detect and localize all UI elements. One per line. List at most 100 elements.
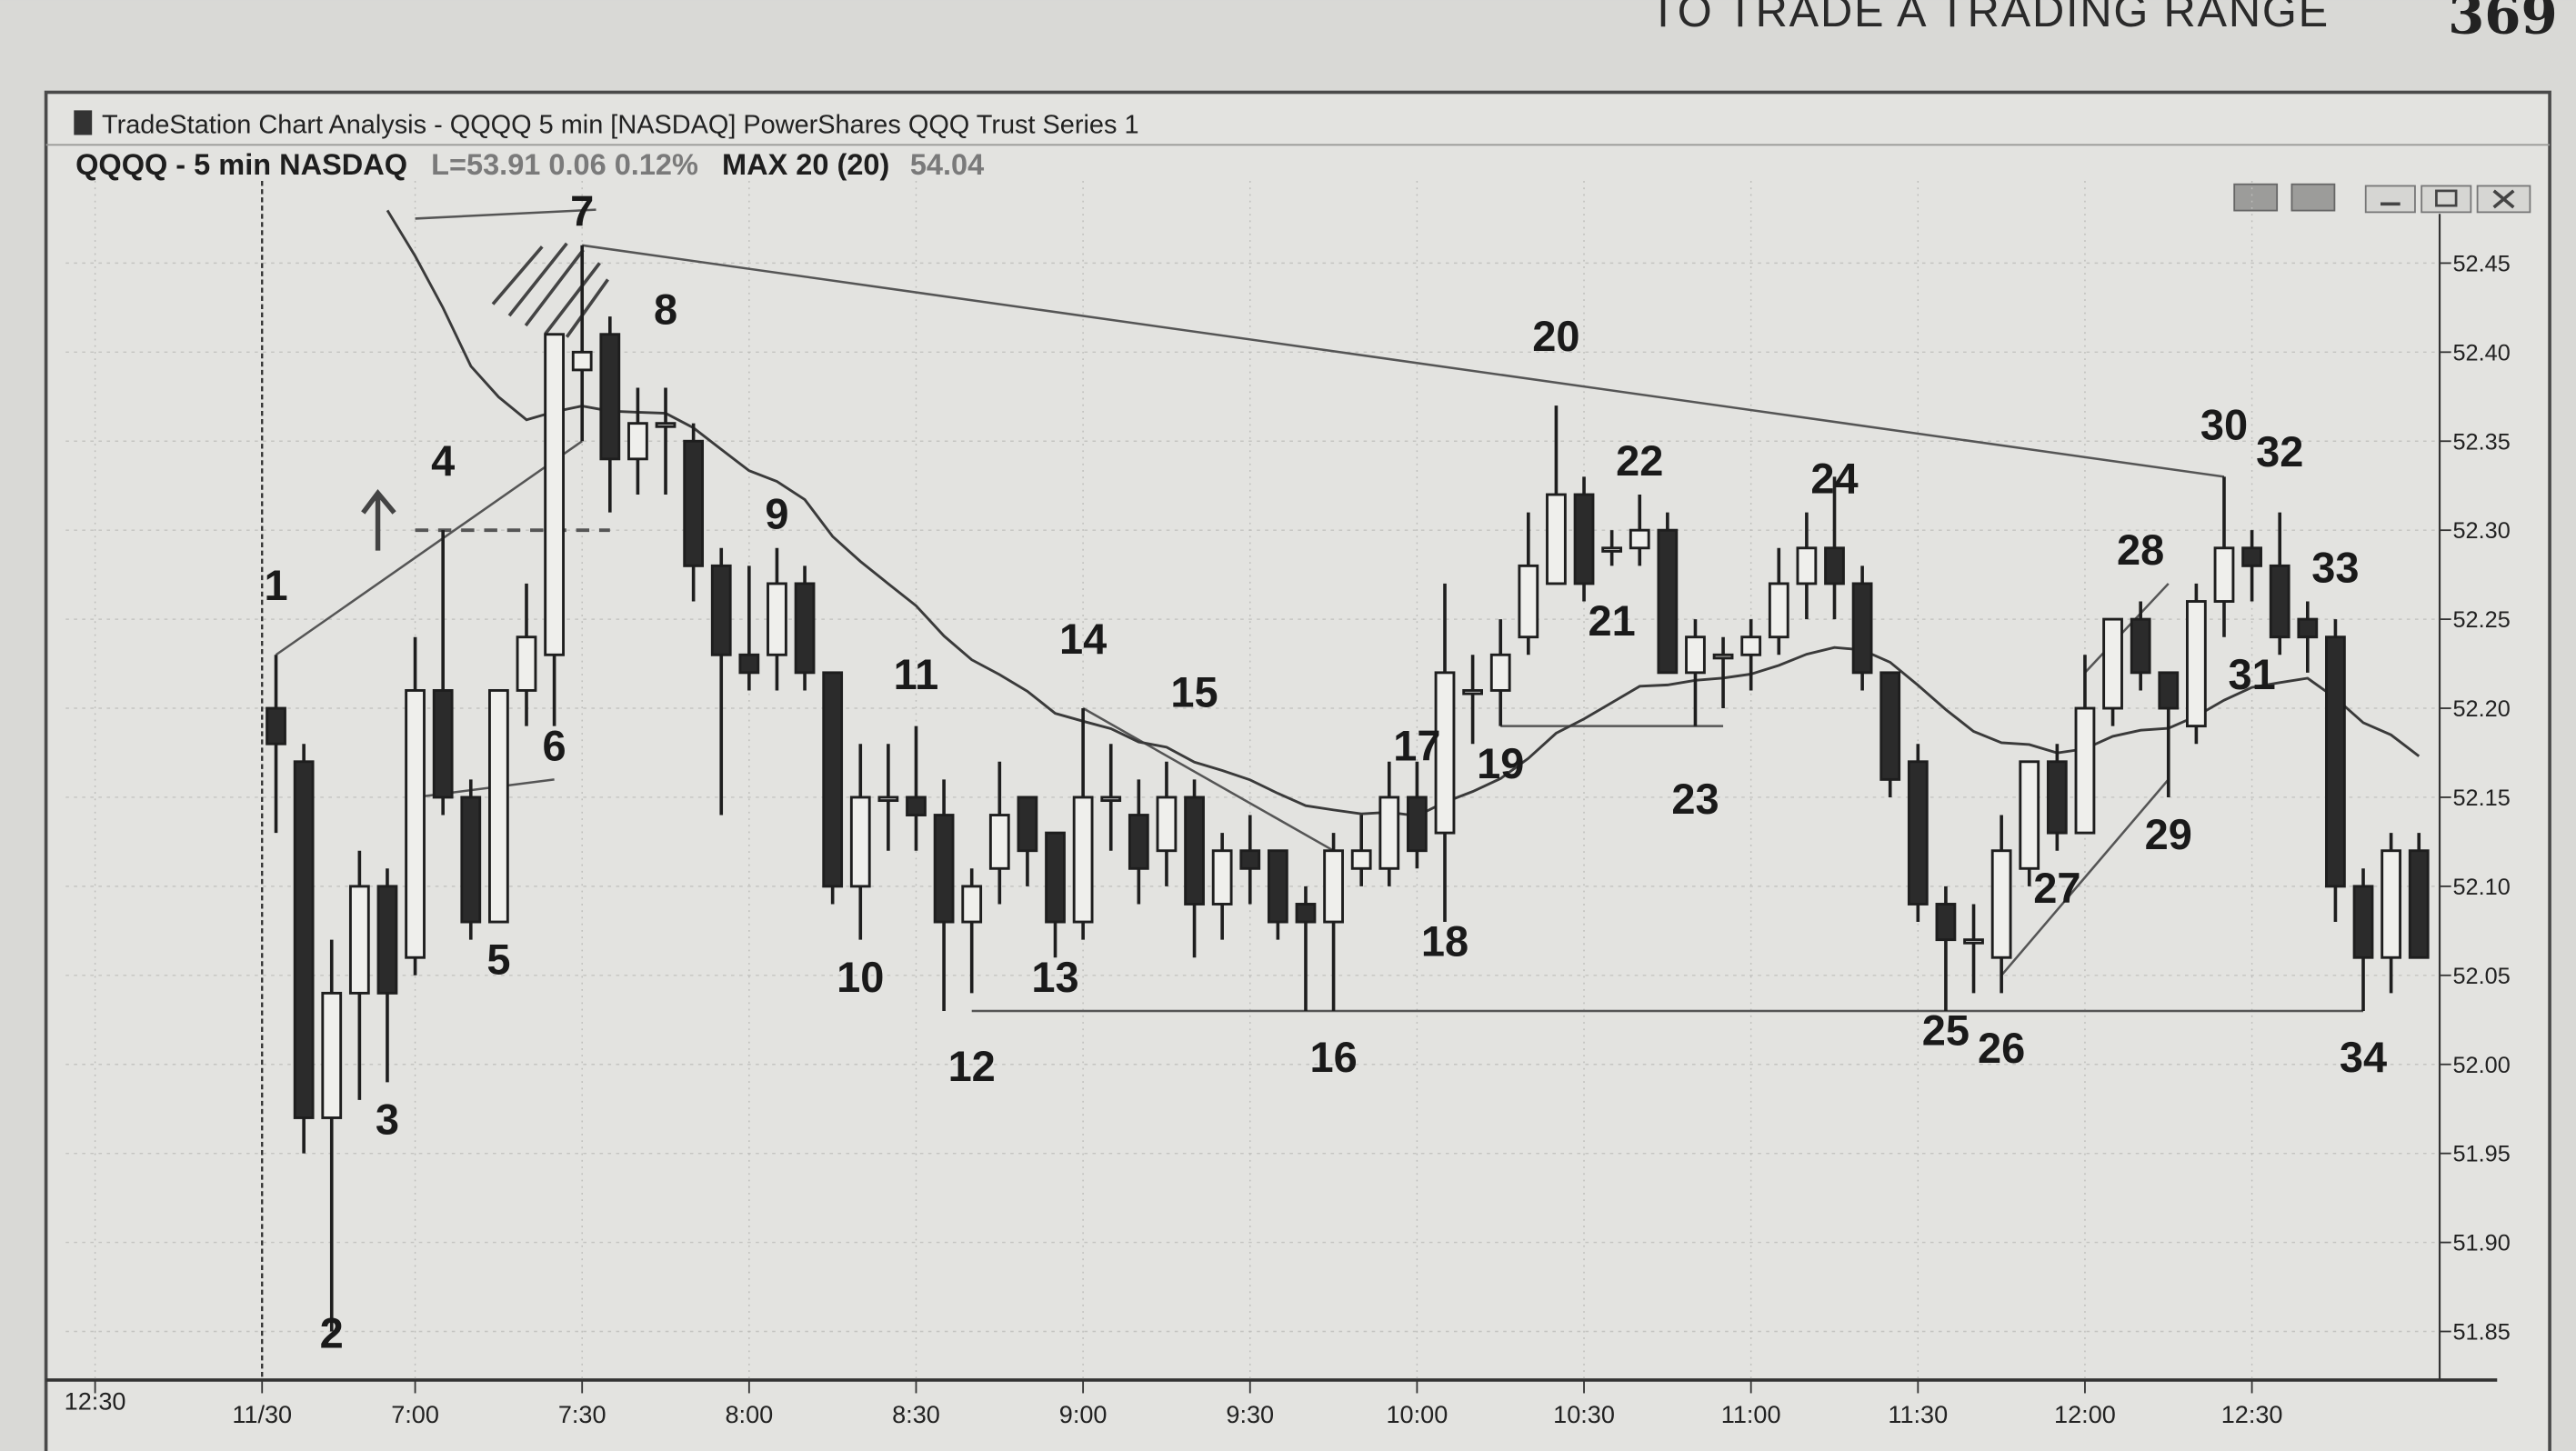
candle-body bbox=[2241, 546, 2262, 567]
bar-label: 13 bbox=[1031, 953, 1078, 1001]
price-tick-label: 51.85 bbox=[2452, 1320, 2510, 1346]
bar-label: 9 bbox=[765, 490, 788, 538]
candle-body bbox=[1045, 831, 1066, 924]
candle-body bbox=[1879, 671, 1901, 781]
annotations: 1234567891011121314151617181920212223242… bbox=[264, 187, 2387, 1357]
candle-bull bbox=[1601, 530, 1623, 566]
trendlines bbox=[275, 208, 2364, 1013]
candle-bear bbox=[266, 655, 286, 834]
time-tick-label: 9:00 bbox=[1059, 1400, 1108, 1428]
candle-body bbox=[2074, 706, 2096, 835]
candle-bull bbox=[1072, 708, 1094, 940]
bar-label: 11 bbox=[894, 650, 939, 698]
bar-label: 2 bbox=[320, 1309, 344, 1357]
candle-bear bbox=[1295, 886, 1317, 1011]
time-tick-label: 12:30 bbox=[2221, 1400, 2283, 1428]
bar-label: 20 bbox=[1532, 312, 1579, 360]
bar-label: 15 bbox=[1170, 668, 1218, 716]
grid bbox=[65, 181, 2441, 1380]
candle-bull bbox=[1100, 744, 1122, 851]
candle-bear bbox=[1879, 671, 1901, 797]
candle-bear bbox=[822, 671, 844, 905]
indicator-label: MAX 20 (20) bbox=[722, 148, 889, 181]
candle-body bbox=[1211, 849, 1233, 906]
candle-bear bbox=[2046, 744, 2068, 851]
candle-bear bbox=[1239, 815, 1261, 905]
candle-body bbox=[738, 653, 760, 675]
close-icon bbox=[2492, 189, 2515, 209]
hatch-region bbox=[491, 242, 609, 338]
bar-label: 28 bbox=[2117, 525, 2164, 574]
candle-bull bbox=[1768, 547, 1789, 655]
candle-body bbox=[1824, 546, 1845, 585]
bar-label: 24 bbox=[1810, 454, 1858, 502]
candle-body bbox=[1768, 582, 1789, 639]
candle-bull bbox=[544, 333, 565, 726]
candle-bull bbox=[877, 744, 899, 851]
candle-body bbox=[1601, 546, 1623, 553]
bar-label: 22 bbox=[1616, 436, 1663, 485]
time-tick-label: 10:30 bbox=[1553, 1400, 1615, 1428]
candle-bear bbox=[1657, 512, 1679, 675]
running-title: TO TRADE A TRADING RANGE bbox=[1649, 0, 2330, 36]
candle-body bbox=[1990, 849, 2012, 959]
candle-body bbox=[1851, 582, 1873, 675]
candle-body bbox=[571, 350, 593, 372]
candle-bull bbox=[1489, 619, 1511, 726]
candle-bull bbox=[516, 583, 537, 726]
candle-body bbox=[2381, 849, 2402, 959]
candle-body bbox=[266, 706, 286, 746]
candle-bull bbox=[1211, 833, 1233, 940]
candle-bear bbox=[1851, 565, 1873, 691]
candle-body bbox=[2408, 849, 2430, 959]
candle-body bbox=[321, 991, 343, 1119]
candle-body bbox=[599, 333, 621, 461]
candle-bull bbox=[2213, 476, 2235, 637]
minimize-button[interactable] bbox=[2364, 185, 2416, 214]
candle-bear bbox=[2297, 601, 2319, 673]
bar-label: 1 bbox=[264, 561, 287, 609]
candle-body bbox=[710, 564, 732, 656]
chart-window: TradeStation Chart Analysis - QQQQ 5 min… bbox=[44, 90, 2551, 1451]
toolbar-a-button[interactable] bbox=[2233, 183, 2279, 212]
trendline bbox=[1082, 706, 1335, 852]
candle-body bbox=[2352, 885, 2374, 959]
candle-body bbox=[1629, 528, 1650, 550]
candle-bear bbox=[1128, 779, 1149, 905]
price-tick-label: 52.20 bbox=[2452, 696, 2510, 722]
candle-body bbox=[1407, 796, 1428, 853]
bar-label: 18 bbox=[1421, 917, 1468, 966]
candle-bull bbox=[1323, 833, 1344, 1011]
candle-bear bbox=[1573, 476, 1595, 602]
candle-bull bbox=[348, 850, 370, 1100]
candle-body bbox=[1740, 635, 1762, 656]
candle-body bbox=[516, 635, 537, 692]
candle-body bbox=[2186, 600, 2207, 728]
candle-body bbox=[794, 582, 816, 675]
candle-bear bbox=[376, 868, 398, 1083]
candle-bull bbox=[1156, 761, 1178, 886]
bar-label: 6 bbox=[543, 721, 566, 769]
price-axis: 52.45 52.40 52.35 52.30 52.25 52.20 52.15 52.10… bbox=[2440, 251, 2511, 1346]
candle-bear bbox=[460, 779, 482, 940]
candle-bull bbox=[1462, 655, 1483, 745]
candle-bull bbox=[1546, 405, 1567, 585]
candle-bull bbox=[627, 387, 648, 495]
candle-bull bbox=[2074, 655, 2096, 835]
toolbar-b-button[interactable] bbox=[2290, 183, 2336, 212]
candle-body bbox=[849, 796, 871, 888]
bar-label: 26 bbox=[1978, 1024, 2025, 1072]
candle-bull bbox=[988, 761, 1010, 905]
candle-bear bbox=[1907, 744, 1929, 923]
trendline bbox=[582, 244, 2225, 478]
candle-body bbox=[2130, 617, 2151, 675]
bar-label: 14 bbox=[1059, 615, 1107, 663]
candle-body bbox=[767, 582, 787, 656]
time-tick-label: 11/30 bbox=[232, 1400, 292, 1428]
candle-bear bbox=[2352, 868, 2374, 1011]
candle-bear bbox=[432, 530, 454, 816]
candle-body bbox=[460, 796, 482, 924]
candle-body bbox=[1239, 849, 1261, 870]
candle-body bbox=[293, 760, 315, 1119]
candle-body bbox=[906, 796, 927, 816]
